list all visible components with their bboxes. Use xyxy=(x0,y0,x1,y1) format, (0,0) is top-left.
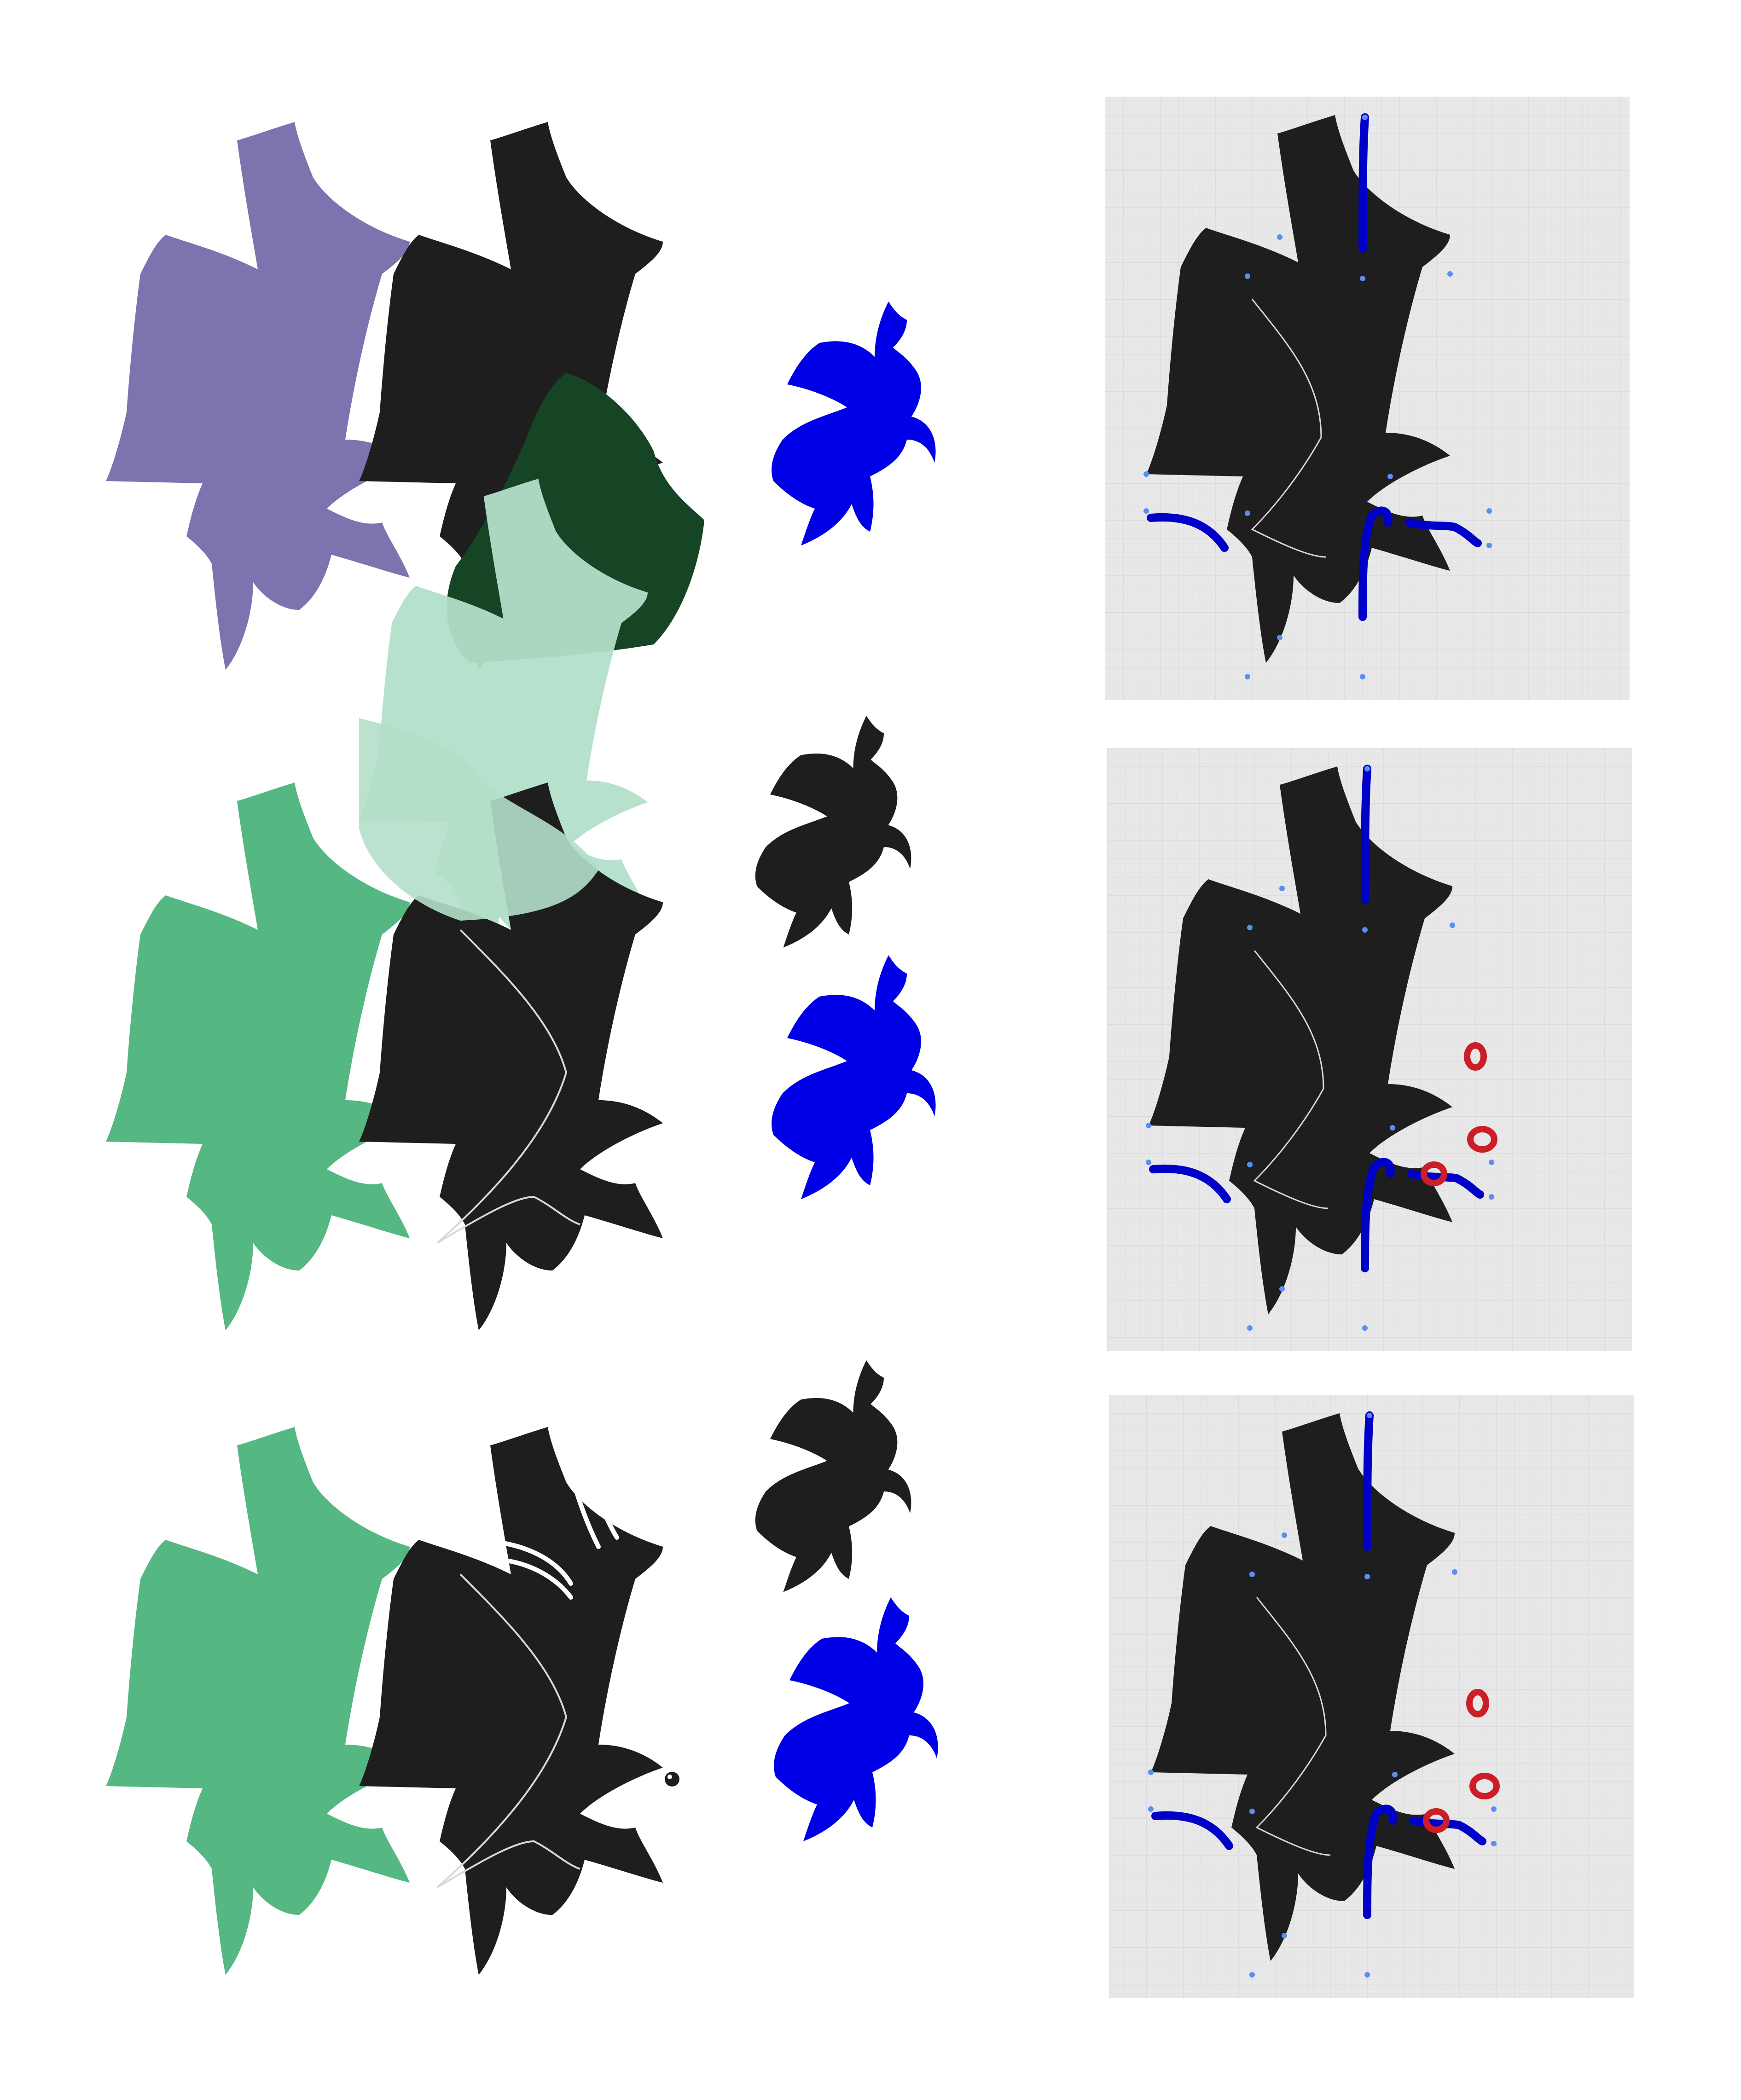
editor-panel-2 xyxy=(1107,748,1632,1351)
mint-overlap-row2 xyxy=(359,718,598,921)
feather-strokes xyxy=(495,1448,633,1600)
blue-bird xyxy=(772,302,936,545)
blue-stroke xyxy=(1151,1411,1486,1919)
editor-panel-3 xyxy=(1109,1395,1634,1998)
row-1-silhouettes xyxy=(106,122,704,999)
black-bird xyxy=(755,1360,911,1592)
eye-icon xyxy=(658,1765,686,1793)
row-2-silhouettes xyxy=(106,718,663,1330)
black-silhouette-with-feathers-and-head xyxy=(359,1427,663,1975)
red-marks xyxy=(1423,1689,1500,1833)
guide-curve xyxy=(1251,299,1326,558)
anchor-points xyxy=(1143,115,1492,679)
green-silhouette xyxy=(106,1427,410,1975)
blue-bird xyxy=(774,1597,938,1841)
anchor-points xyxy=(1148,1413,1497,1978)
blue-stroke xyxy=(1147,113,1482,621)
bird-column xyxy=(755,302,938,1841)
red-marks xyxy=(1421,1042,1497,1186)
anchor-points xyxy=(1146,766,1494,1331)
purple-silhouette xyxy=(106,122,410,670)
guide-curve xyxy=(1253,950,1329,1209)
guide-curve xyxy=(436,929,580,1244)
editor-panel-1 xyxy=(1105,97,1630,700)
guide-curve xyxy=(1255,1597,1331,1856)
guide-curve xyxy=(436,1573,580,1888)
row-3-silhouettes xyxy=(106,1427,686,1975)
green-silhouette xyxy=(106,783,410,1330)
blue-bird xyxy=(772,955,936,1199)
black-bird xyxy=(755,716,911,948)
blue-stroke xyxy=(1149,765,1484,1272)
